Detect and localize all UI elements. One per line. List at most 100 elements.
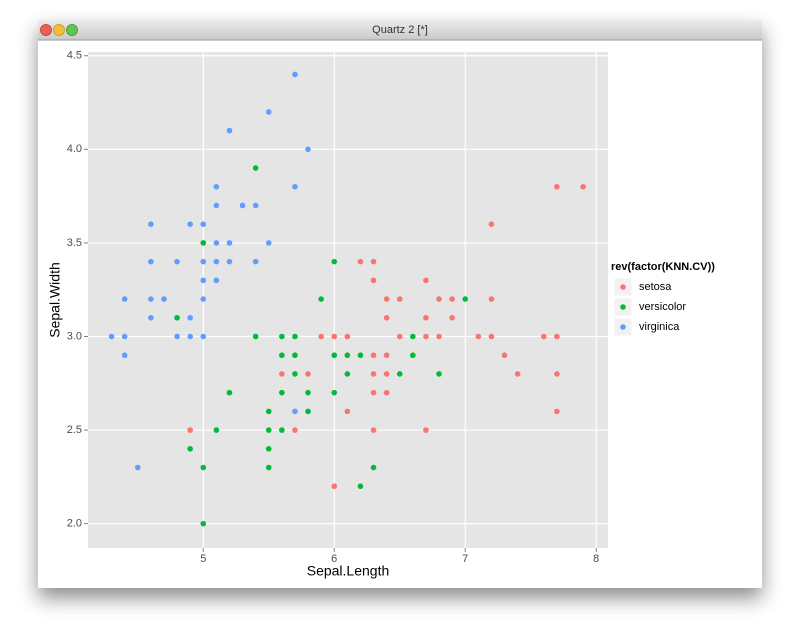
point <box>134 464 141 471</box>
point <box>436 333 442 340</box>
point <box>187 446 193 452</box>
point <box>383 352 390 359</box>
point <box>331 258 338 265</box>
point <box>475 333 482 340</box>
y-tick-label: 3.5 <box>67 237 82 249</box>
point <box>265 464 272 471</box>
point <box>488 296 495 302</box>
y-tick-label: 2.5 <box>67 424 82 436</box>
point <box>265 408 272 415</box>
point <box>200 296 207 302</box>
point <box>383 389 390 396</box>
point <box>383 296 390 302</box>
point <box>370 464 377 471</box>
legend-swatch <box>620 324 626 330</box>
point <box>239 202 246 209</box>
close-button[interactable] <box>40 24 52 36</box>
point <box>200 520 207 527</box>
title-bar <box>38 20 762 40</box>
point <box>449 296 455 302</box>
point <box>370 389 377 396</box>
point <box>265 109 272 115</box>
legend-title: rev(factor(KNN.CV)) <box>611 261 715 273</box>
point <box>174 258 180 265</box>
point <box>370 371 377 377</box>
point <box>279 371 285 377</box>
point <box>305 408 311 415</box>
point <box>344 333 351 340</box>
point <box>488 333 495 340</box>
point <box>265 427 272 433</box>
point <box>501 352 508 359</box>
zoom-button[interactable] <box>66 24 78 36</box>
point <box>252 202 259 209</box>
point <box>200 333 207 340</box>
point <box>292 408 298 415</box>
point <box>174 333 180 340</box>
point <box>305 371 311 377</box>
point <box>279 389 285 396</box>
point <box>423 314 429 321</box>
point <box>265 240 272 246</box>
point <box>187 314 193 321</box>
point <box>423 277 429 284</box>
point <box>488 221 495 227</box>
y-tick-label: 4.0 <box>67 143 82 155</box>
point <box>396 333 403 340</box>
point <box>148 221 154 227</box>
point <box>213 183 220 190</box>
point <box>252 333 259 340</box>
point <box>279 333 285 340</box>
point <box>200 277 207 284</box>
x-tick-label: 8 <box>593 553 599 565</box>
y-tick-label: 4.5 <box>67 50 82 62</box>
point <box>279 427 285 433</box>
point <box>226 240 233 246</box>
point <box>292 183 298 190</box>
point <box>331 352 338 359</box>
point <box>161 296 167 302</box>
point <box>554 183 560 190</box>
point <box>292 371 298 377</box>
point <box>187 427 193 433</box>
point <box>554 333 560 340</box>
point <box>305 146 311 153</box>
point <box>148 314 154 321</box>
point <box>410 352 416 359</box>
point <box>213 202 220 209</box>
point <box>213 258 220 265</box>
point <box>200 240 207 246</box>
y-tick-label: 2.0 <box>67 518 82 530</box>
point <box>213 240 220 246</box>
point <box>344 352 351 359</box>
point <box>396 371 403 377</box>
point <box>318 296 324 302</box>
point <box>292 427 298 433</box>
point <box>226 389 233 396</box>
legend-swatch <box>620 284 626 290</box>
x-axis-title: Sepal.Length <box>307 563 390 579</box>
point <box>305 389 311 396</box>
window-title: Quartz 2 [*] <box>372 24 428 36</box>
minimize-button[interactable] <box>53 24 65 36</box>
point <box>331 333 338 340</box>
point <box>554 371 560 377</box>
point <box>554 408 560 415</box>
point <box>292 352 298 359</box>
point <box>226 127 233 134</box>
point <box>213 427 220 433</box>
point <box>200 258 207 265</box>
points <box>108 71 586 527</box>
point <box>121 352 128 359</box>
legend-swatch <box>620 304 626 310</box>
point <box>541 333 547 340</box>
legend-label: versicolor <box>639 301 686 313</box>
point <box>370 427 377 433</box>
point <box>383 314 390 321</box>
point <box>200 221 207 227</box>
point <box>331 389 338 396</box>
point <box>279 352 285 359</box>
point <box>410 333 416 340</box>
point <box>318 333 324 340</box>
